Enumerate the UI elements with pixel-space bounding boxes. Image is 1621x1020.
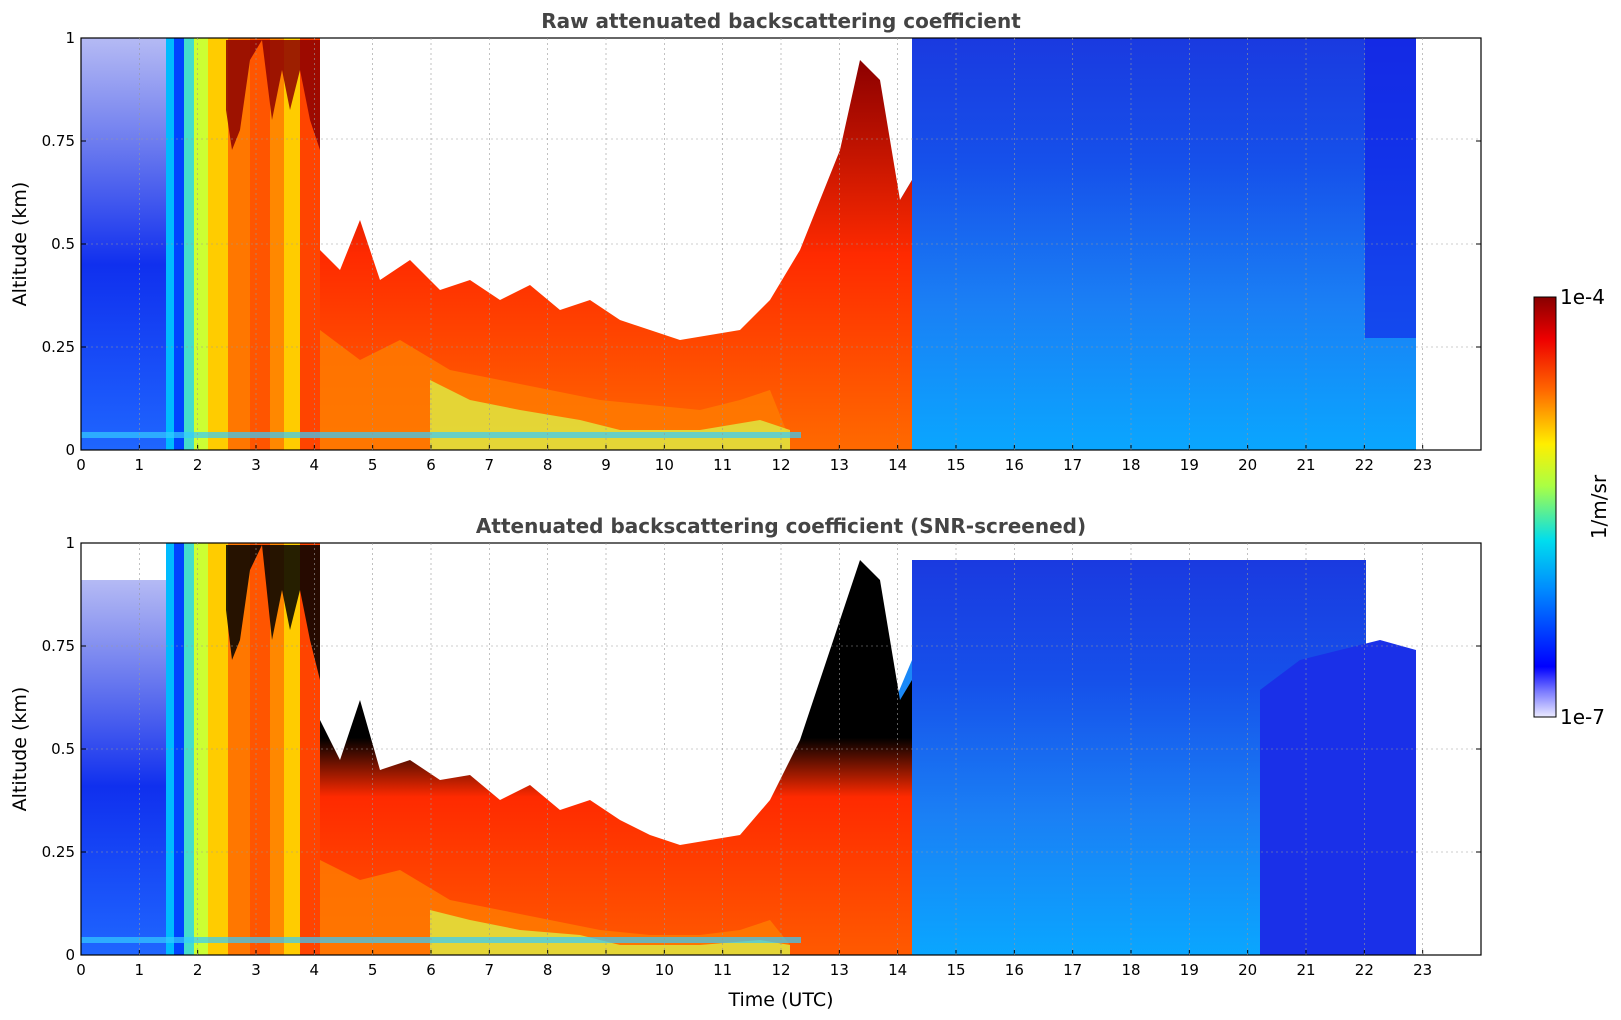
colorbar: 1e-4 1e-7 1/m/sr bbox=[1533, 285, 1611, 729]
panel-bottom-x-ticks: 0 1 2 3 4 5 6 7 8 9 10 11 12 13 14 15 16 17 18 19 20 21 22 23 bbox=[76, 543, 1432, 979]
panel-top-ylabel: Altitude (km) bbox=[9, 182, 31, 307]
panel-top-x-tick-label: 19 bbox=[1180, 456, 1199, 474]
panel-top-x-tick-label: 15 bbox=[946, 456, 965, 474]
panel-top-x-tick-label: 13 bbox=[830, 456, 849, 474]
panel-top-x-tick-label: 17 bbox=[1063, 456, 1082, 474]
panel-bottom-x-tick-label: 16 bbox=[1005, 961, 1024, 979]
panel-top-x-tick-label: 16 bbox=[1005, 456, 1024, 474]
panel-bottom-x-tick-label: 8 bbox=[543, 961, 553, 979]
panel-top: Raw attenuated backscattering coefficien… bbox=[9, 9, 1482, 474]
panel-top-y-tick-label: 1 bbox=[65, 29, 75, 47]
panel-top-x-ticks: 0 1 2 3 4 5 6 7 8 9 10 11 12 13 14 15 16 17 18 19 20 21 22 23 bbox=[76, 38, 1432, 474]
panel-bottom-x-tick-label: 6 bbox=[426, 961, 436, 979]
panel-top-y-tick-label: 0 bbox=[65, 441, 75, 459]
panel-top-y-tick-label: 0.25 bbox=[42, 338, 75, 356]
panel-bottom-x-tick-label: 18 bbox=[1121, 961, 1140, 979]
panel-top-x-tick-label: 8 bbox=[543, 456, 553, 474]
panel-bottom-ylabel: Altitude (km) bbox=[9, 687, 31, 812]
panel-bottom-y-tick-label: 0.25 bbox=[42, 843, 75, 861]
panel-bottom-y-tick-label: 0 bbox=[65, 946, 75, 964]
panel-bottom-x-tick-label: 21 bbox=[1296, 961, 1315, 979]
colorbar-max-label: 1e-4 bbox=[1560, 285, 1605, 309]
panel-top-x-tick-label: 20 bbox=[1238, 456, 1257, 474]
panel-top-x-tick-label: 22 bbox=[1355, 456, 1374, 474]
panel-top-x-tick-label: 5 bbox=[368, 456, 378, 474]
panel-top-x-tick-label: 21 bbox=[1296, 456, 1315, 474]
panel-bottom-x-tick-label: 17 bbox=[1063, 961, 1082, 979]
panel-top-x-tick-label: 6 bbox=[426, 456, 436, 474]
panel-bottom-x-tick-label: 1 bbox=[135, 961, 145, 979]
panel-top-x-tick-label: 4 bbox=[310, 456, 320, 474]
panel-bottom-x-tick-label: 4 bbox=[310, 961, 320, 979]
panel-top-x-tick-label: 2 bbox=[193, 456, 203, 474]
panel-top-x-tick-label: 10 bbox=[655, 456, 674, 474]
panel-bottom-x-tick-label: 13 bbox=[830, 961, 849, 979]
panel-bottom-x-tick-label: 11 bbox=[713, 961, 732, 979]
colorbar-min-label: 1e-7 bbox=[1560, 705, 1605, 729]
panel-bottom-x-tick-label: 20 bbox=[1238, 961, 1257, 979]
panel-top-x-tick-label: 7 bbox=[485, 456, 495, 474]
panel-bottom-x-tick-label: 7 bbox=[485, 961, 495, 979]
panel-bottom-xlabel: Time (UTC) bbox=[727, 989, 833, 1011]
panel-top-x-tick-label: 3 bbox=[251, 456, 261, 474]
panel-bottom-x-tick-label: 19 bbox=[1180, 961, 1199, 979]
panel-bottom-x-tick-label: 12 bbox=[771, 961, 790, 979]
panel-top-y-tick-label: 0.75 bbox=[42, 132, 75, 150]
panel-top-y-tick-label: 0.5 bbox=[51, 235, 75, 253]
panel-top-x-tick-label: 12 bbox=[771, 456, 790, 474]
colorbar-gradient bbox=[1533, 296, 1557, 718]
colorbar-unit-label: 1/m/sr bbox=[1587, 474, 1611, 539]
panel-bottom-x-tick-label: 15 bbox=[946, 961, 965, 979]
panel-bottom-x-tick-label: 0 bbox=[76, 961, 86, 979]
panel-bottom-y-tick-label: 0.5 bbox=[51, 740, 75, 758]
panel-bottom-x-tick-label: 3 bbox=[251, 961, 261, 979]
panel-top-x-tick-label: 18 bbox=[1121, 456, 1140, 474]
panel-bottom-y-tick-label: 1 bbox=[65, 534, 75, 552]
panel-top-x-tick-label: 9 bbox=[601, 456, 611, 474]
panel-top-x-tick-label: 14 bbox=[888, 456, 907, 474]
panel-bottom-x-tick-label: 23 bbox=[1413, 961, 1432, 979]
panel-top-x-tick-label: 0 bbox=[76, 456, 86, 474]
panel-bottom-y-ticks: 0 0.25 0.5 0.75 1 bbox=[42, 534, 1481, 964]
panel-top-x-tick-label: 11 bbox=[713, 456, 732, 474]
panel-top-x-tick-label: 1 bbox=[135, 456, 145, 474]
panel-bottom-x-tick-label: 2 bbox=[193, 961, 203, 979]
panel-bottom-x-tick-label: 9 bbox=[601, 961, 611, 979]
panel-top-y-ticks: 0 0.25 0.5 0.75 1 bbox=[42, 29, 1481, 459]
panel-bottom-y-tick-label: 0.75 bbox=[42, 637, 75, 655]
panel-top-x-tick-label: 23 bbox=[1413, 456, 1432, 474]
panel-bottom: Attenuated backscattering coefficient (S… bbox=[9, 514, 1482, 1011]
panel-bottom-x-tick-label: 14 bbox=[888, 961, 907, 979]
panel-bottom-x-tick-label: 22 bbox=[1355, 961, 1374, 979]
panel-bottom-title: Attenuated backscattering coefficient (S… bbox=[476, 514, 1086, 538]
panel-bottom-x-tick-label: 10 bbox=[655, 961, 674, 979]
panel-top-title: Raw attenuated backscattering coefficien… bbox=[541, 9, 1021, 33]
panel-bottom-x-tick-label: 5 bbox=[368, 961, 378, 979]
